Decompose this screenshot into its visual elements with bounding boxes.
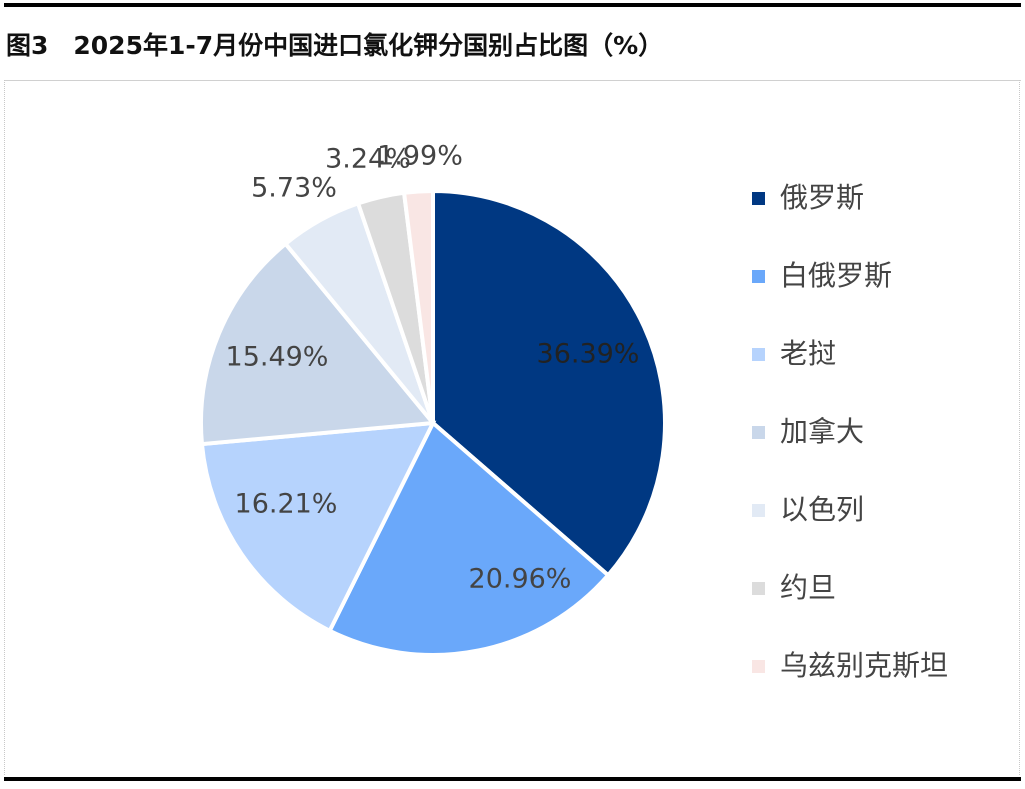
data-label-5: 3.24%	[325, 144, 411, 175]
legend-swatch	[752, 192, 765, 205]
data-label-0: 36.39%	[537, 339, 640, 370]
pie-slice-0	[431, 188, 667, 579]
legend-swatch	[752, 582, 765, 595]
legend-label: 白俄罗斯	[780, 259, 893, 292]
data-label-4: 5.73%	[251, 173, 337, 204]
legend-label: 加拿大	[780, 415, 865, 448]
data-label-2: 16.21%	[235, 489, 338, 520]
legend-swatch	[752, 270, 765, 283]
data-label-6: 1.99%	[377, 141, 463, 172]
legend-swatch	[752, 504, 765, 517]
chart-frame	[4, 80, 1020, 775]
title-divider	[4, 80, 1021, 81]
data-label-3: 15.49%	[226, 342, 329, 373]
legend-label: 以色列	[780, 493, 865, 526]
legend-label: 乌兹别克斯坦	[780, 649, 949, 682]
pie-slice-6	[401, 188, 435, 424]
legend-swatch	[752, 348, 765, 361]
pie-slice-2	[199, 420, 437, 634]
legend-label: 俄罗斯	[780, 181, 865, 214]
data-label-1: 20.96%	[469, 564, 572, 595]
legend-label: 老挝	[780, 337, 837, 370]
pie-slice-1	[327, 419, 611, 657]
bottom-rule	[4, 777, 1021, 781]
pie-slice-3	[199, 241, 437, 447]
legend-swatch	[752, 660, 765, 673]
legend-swatch	[752, 426, 765, 439]
legend-label: 约旦	[780, 571, 837, 604]
chart-title: 图3 2025年1-7月份中国进口氯化钾分国别占比图（%）	[6, 31, 664, 60]
top-rule	[4, 3, 1021, 7]
